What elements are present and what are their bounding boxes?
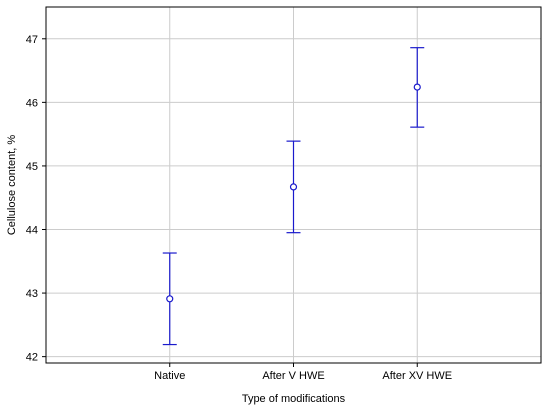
mean-point: [166, 295, 174, 303]
y-tick-label: 46: [26, 97, 38, 109]
mean-point: [289, 183, 298, 191]
grid-lines: [46, 7, 541, 363]
y-tick-label: 42: [26, 352, 38, 364]
y-axis-title: Cellulose content, %: [6, 135, 18, 235]
y-tick-label: 44: [26, 225, 38, 237]
x-tick-label: After V HWE: [262, 370, 324, 382]
x-tick-label: Native: [154, 370, 185, 382]
y-tick-label: 45: [26, 161, 38, 173]
x-tick-label: After XV HWE: [382, 370, 452, 382]
y-tick-label: 43: [26, 288, 38, 300]
y-axis: 42 43 44 45 46 47: [26, 34, 46, 364]
data-marks: [162, 47, 425, 346]
y-tick-label: 47: [26, 34, 38, 46]
mean-point: [413, 83, 421, 91]
x-axis-title: Type of modifications: [242, 393, 346, 405]
x-axis: Native After V HWE After XV HWE: [154, 363, 452, 382]
